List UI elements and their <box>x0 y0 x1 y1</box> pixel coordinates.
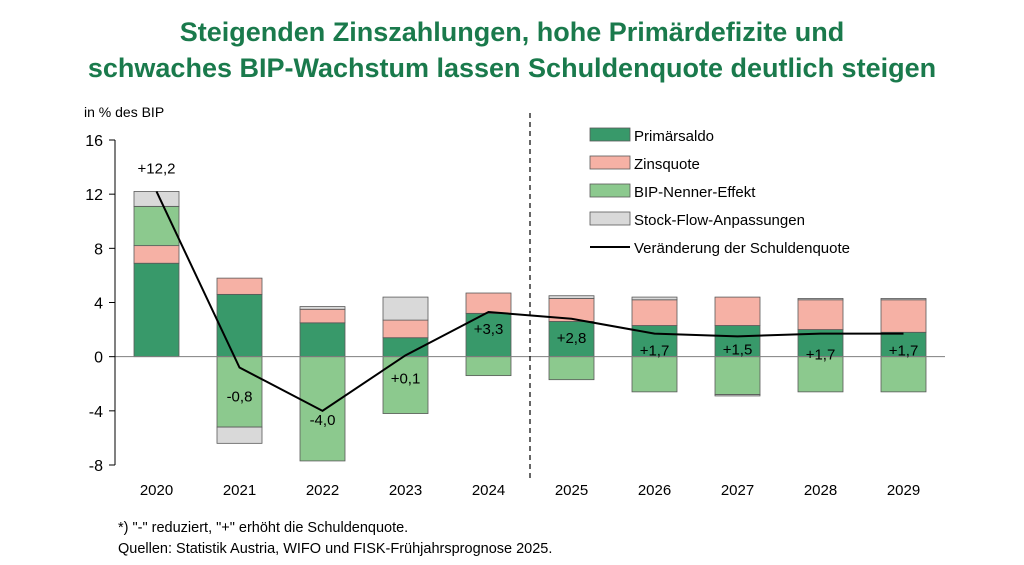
bar-zinsquote-2020 <box>133 245 180 264</box>
x-tick-label: 2025 <box>555 482 588 499</box>
x-tick-label: 2024 <box>472 482 505 499</box>
data-label-2022: -4,0 <box>310 412 336 429</box>
footnotes: *) "-" reduziert, "+" erhöht die Schulde… <box>118 518 552 560</box>
legend-swatch-zinsquote <box>589 155 631 170</box>
legend-label-line: Veränderung der Schuldenquote <box>634 240 850 257</box>
data-label-2023: +0,1 <box>391 370 421 387</box>
bar-bip_nenner-2020 <box>133 205 180 247</box>
bar-stock_flow-2021 <box>216 426 263 444</box>
data-label-2020: +12,2 <box>138 160 176 177</box>
legend-swatch-stock_flow <box>589 211 631 226</box>
x-tick-label: 2026 <box>638 482 671 499</box>
legend-label-bip_nenner: BIP-Nenner-Effekt <box>634 184 756 201</box>
bar-bip_nenner-2026 <box>631 356 678 393</box>
bar-primaersaldo-2020 <box>133 262 180 358</box>
y-axis-label: in % des BIP <box>84 104 164 120</box>
title-line-2: schwaches BIP-Wachstum lassen Schuldenqu… <box>87 53 937 83</box>
y-tick-label: -8 <box>89 458 103 475</box>
legend-swatch-primaersaldo <box>589 127 631 142</box>
bar-bip_nenner-2027 <box>714 356 761 395</box>
data-label-2027: +1,5 <box>723 341 753 358</box>
data-label-2025: +2,8 <box>557 330 587 347</box>
x-tick-label: 2022 <box>306 482 339 499</box>
legend-label-zinsquote: Zinsquote <box>634 156 700 173</box>
bar-stock_flow-2028 <box>797 298 844 301</box>
debt-ratio-change-line <box>155 191 904 412</box>
bar-zinsquote-2022 <box>299 308 346 324</box>
bar-stock_flow-2027 <box>714 394 761 397</box>
y-tick-label: 8 <box>94 241 103 258</box>
x-tick-label: 2021 <box>223 482 256 499</box>
data-label-2021: -0,8 <box>227 389 253 406</box>
bar-primaersaldo-2022 <box>299 322 346 358</box>
bar-zinsquote-2021 <box>216 277 263 295</box>
bar-bip_nenner-2028 <box>797 356 844 393</box>
bar-stock_flow-2029 <box>880 298 927 301</box>
bar-zinsquote-2026 <box>631 299 678 326</box>
x-tick-label: 2020 <box>140 482 173 499</box>
legend-label-primaersaldo: Primärsaldo <box>634 128 714 145</box>
data-label-2026: +1,7 <box>640 343 670 360</box>
bar-stock_flow-2025 <box>548 295 595 299</box>
x-tick-label: 2029 <box>887 482 920 499</box>
data-label-2024: +3,3 <box>474 321 504 338</box>
legend-label-stock_flow: Stock-Flow-Anpassungen <box>634 212 805 229</box>
y-tick-label: 16 <box>85 133 103 150</box>
bar-bip_nenner-2022 <box>299 356 346 462</box>
y-tick-label: 0 <box>94 350 103 367</box>
bar-zinsquote-2027 <box>714 296 761 326</box>
bar-bip_nenner-2025 <box>548 356 595 381</box>
bar-stock_flow-2023 <box>382 296 429 321</box>
bar-bip_nenner-2024 <box>465 356 512 377</box>
bar-zinsquote-2029 <box>880 299 927 333</box>
x-tick-label: 2028 <box>804 482 837 499</box>
y-tick-label: -4 <box>89 404 103 421</box>
bar-stock_flow-2022 <box>299 306 346 310</box>
legend-swatch-bip_nenner <box>589 183 631 198</box>
chart-title: Steigenden Zinszahlungen, hohe Primärdef… <box>0 14 1024 86</box>
y-tick-label: 12 <box>85 187 103 204</box>
bar-bip_nenner-2029 <box>880 356 927 393</box>
bar-zinsquote-2024 <box>465 292 512 314</box>
bar-primaersaldo-2025 <box>548 321 595 358</box>
data-label-2029: +1,7 <box>889 343 919 360</box>
y-tick-label: 4 <box>94 296 103 313</box>
bar-zinsquote-2023 <box>382 319 429 339</box>
title-line-1: Steigenden Zinszahlungen, hohe Primärdef… <box>179 17 845 47</box>
x-tick-label: 2027 <box>721 482 754 499</box>
data-label-2028: +1,7 <box>806 347 836 364</box>
x-tick-label: 2023 <box>389 482 422 499</box>
bar-primaersaldo-2021 <box>216 293 263 358</box>
bar-stock_flow-2026 <box>631 296 678 301</box>
bar-zinsquote-2028 <box>797 299 844 330</box>
footnote-sign-convention: *) "-" reduziert, "+" erhöht die Schulde… <box>118 520 409 536</box>
footnote-sources: Quellen: Statistik Austria, WIFO und FIS… <box>118 541 553 557</box>
